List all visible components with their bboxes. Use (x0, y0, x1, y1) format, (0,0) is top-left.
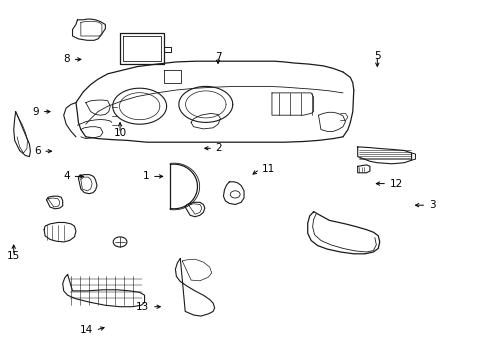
Text: 12: 12 (390, 179, 403, 189)
Text: 9: 9 (32, 107, 39, 117)
Text: 2: 2 (216, 143, 222, 153)
Text: 13: 13 (136, 302, 149, 312)
Text: 15: 15 (7, 251, 21, 261)
Text: 11: 11 (262, 164, 275, 174)
Text: 1: 1 (143, 171, 149, 181)
Text: 3: 3 (429, 200, 436, 210)
Text: 10: 10 (114, 128, 126, 138)
Text: 5: 5 (374, 51, 381, 61)
Text: 4: 4 (63, 171, 70, 181)
Text: 7: 7 (215, 51, 221, 62)
Text: 6: 6 (34, 146, 41, 156)
Text: 8: 8 (63, 54, 70, 64)
Text: 14: 14 (80, 325, 93, 335)
